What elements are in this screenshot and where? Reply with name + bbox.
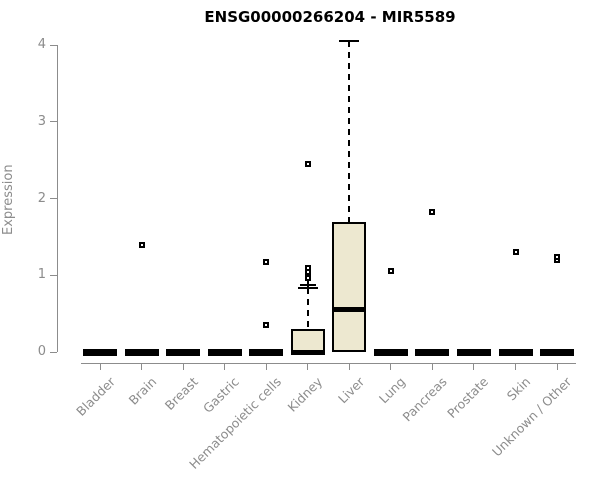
outlier-point — [304, 160, 311, 167]
outlier-point — [512, 249, 519, 256]
collapsed-box — [456, 348, 491, 356]
x-axis-category-label: Breast — [161, 374, 201, 414]
collapsed-box — [415, 348, 450, 356]
x-axis-category-label: Unknown / Other — [489, 374, 575, 460]
y-axis-label: Expression — [1, 164, 16, 236]
x-axis-tick — [431, 363, 433, 370]
collapsed-box — [83, 348, 117, 356]
outlier-point — [304, 264, 311, 271]
outlier-point — [138, 241, 145, 248]
y-axis-tick — [50, 351, 57, 353]
x-axis-tick — [307, 363, 309, 370]
whisker-line — [348, 41, 351, 222]
collapsed-box — [166, 348, 201, 356]
collapsed-box — [540, 348, 575, 356]
collapsed-box — [373, 348, 408, 356]
x-axis-tick — [473, 363, 475, 370]
x-axis-tick — [390, 363, 392, 370]
x-axis-category-label: Prostate — [444, 374, 492, 422]
chart-title: ENSG00000266204 - MIR5589 — [204, 8, 456, 26]
outlier-point — [429, 208, 436, 215]
x-axis-tick — [99, 363, 101, 370]
outlier-point — [263, 259, 270, 266]
collapsed-box — [207, 348, 242, 356]
whisker-cap — [339, 40, 360, 43]
y-axis-tick — [50, 121, 57, 123]
x-axis-category-label: Brain — [125, 374, 160, 408]
y-axis-tick-label: 0 — [37, 344, 46, 359]
x-axis-tick — [182, 363, 184, 370]
y-axis-tick — [50, 198, 57, 199]
outlier-point — [263, 322, 270, 329]
y-axis — [57, 45, 58, 352]
x-axis — [81, 363, 576, 364]
median-line — [290, 349, 325, 355]
iqr-box — [332, 221, 367, 352]
x-axis-tick — [265, 363, 267, 370]
y-axis-tick — [50, 44, 57, 46]
collapsed-box — [249, 348, 284, 356]
outlier-point — [387, 268, 394, 275]
y-axis-tick-label: 4 — [37, 37, 46, 52]
median-line — [332, 307, 367, 313]
y-axis-tick-label: 1 — [37, 267, 46, 283]
x-axis-tick — [556, 363, 558, 370]
y-axis-tick-label: 3 — [37, 113, 46, 129]
outlier-point — [554, 253, 561, 260]
x-axis-tick — [515, 363, 516, 370]
x-axis-category-label: Kidney — [284, 374, 326, 415]
x-axis-category-label: Liver — [334, 374, 367, 407]
x-axis-category-label: Bladder — [72, 374, 118, 419]
collapsed-box — [124, 348, 159, 356]
mean-marker-v — [306, 277, 309, 294]
outlier-point — [304, 274, 311, 281]
x-axis-category-label: Lung — [376, 374, 409, 407]
x-axis-category-label: Pancreas — [399, 374, 451, 425]
whisker-line — [306, 287, 309, 329]
x-axis-category-label: Skin — [503, 374, 534, 404]
y-axis-tick-label: 2 — [37, 190, 46, 206]
x-axis-tick — [224, 363, 226, 370]
x-axis-tick — [348, 363, 350, 370]
collapsed-box — [498, 348, 533, 356]
y-axis-tick — [50, 274, 57, 276]
x-axis-tick — [141, 363, 143, 370]
